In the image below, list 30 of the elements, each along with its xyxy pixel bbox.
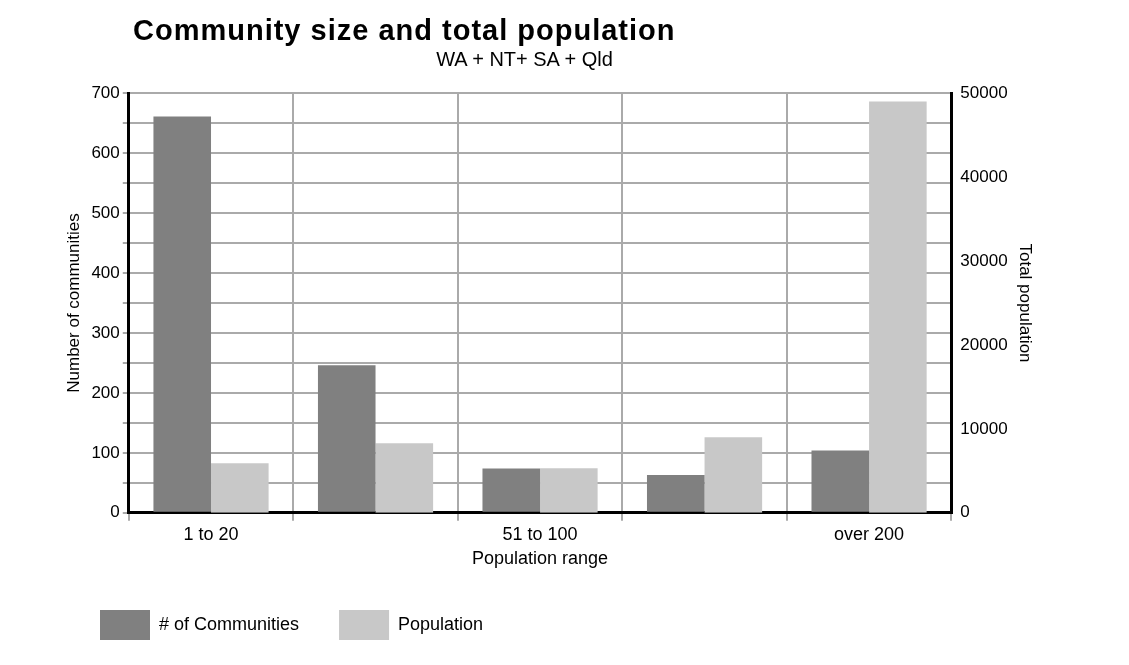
y2-tick-label: 50000 [960,82,1008,102]
x-axis-title: Population range [471,548,609,569]
y-tick-label: 0 [110,502,120,522]
y2-tick-label: 40000 [960,166,1008,186]
x-tick-label: 1 to 20 [183,523,239,544]
chart-subtitle: WA + NT+ SA + Qld [435,48,614,71]
legend-label: # of Communities [159,613,300,634]
y2-tick-label: 30000 [960,250,1008,270]
bar [811,450,870,512]
y-tick-label: 500 [91,202,120,222]
bar [211,463,269,513]
x-tick-label: over 200 [834,523,905,544]
x-tick-label: 51 to 100 [502,523,578,544]
y2-tick-label: 20000 [960,334,1008,354]
y2-tick-label: 0 [960,502,970,522]
y-axis-title: Number of communities [63,213,83,393]
y-tick-label: 700 [91,82,120,102]
y-tick-label: 200 [91,382,120,402]
y2-axis-title: Total population [1016,243,1036,363]
bar [153,116,212,512]
y2-tick-label: 10000 [960,418,1008,438]
chart-title: Community size and total population [133,14,676,47]
bar [869,101,927,513]
bar [317,365,376,512]
y-tick-label: 100 [91,442,120,462]
y-tick-label: 600 [91,142,120,162]
bar [704,437,763,513]
y-tick-label: 300 [91,322,120,342]
legend-label: Population [398,613,484,634]
y-tick-label: 400 [91,262,120,282]
